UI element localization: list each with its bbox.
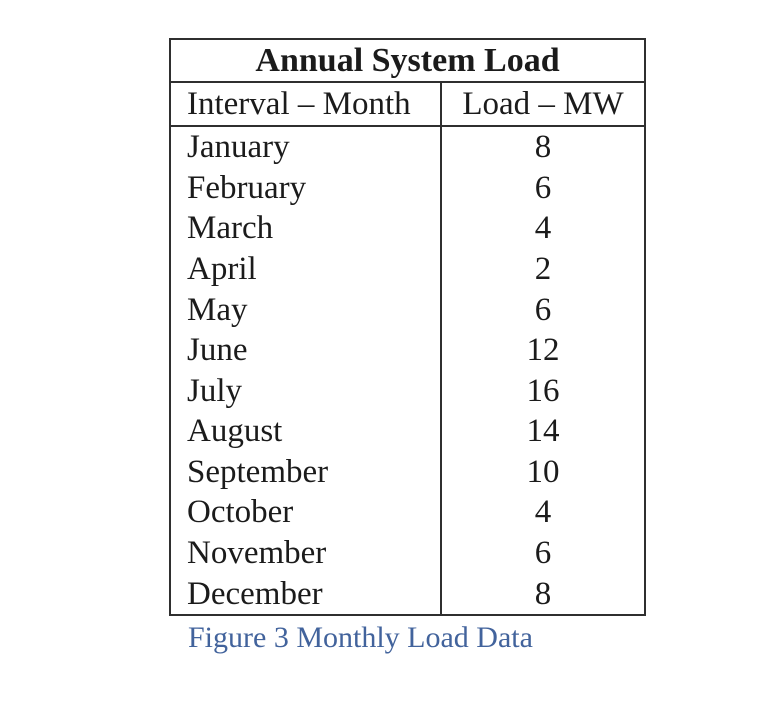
month-cell: May bbox=[170, 289, 442, 330]
month-cell: August bbox=[170, 411, 442, 452]
month-cell: January bbox=[170, 126, 442, 168]
annual-load-table: Annual System Load Interval – Month Load… bbox=[169, 38, 647, 617]
month-cell: October bbox=[170, 492, 442, 533]
load-cell: 14 bbox=[526, 413, 560, 450]
load-cell: 2 bbox=[534, 250, 552, 287]
figure-caption: Figure 3 Monthly Load Data bbox=[188, 621, 533, 654]
table-row: July 16 bbox=[170, 370, 645, 412]
month-cell: December bbox=[170, 573, 442, 616]
table-row: January 8 bbox=[170, 126, 645, 168]
table-row: August 14 bbox=[170, 411, 645, 452]
load-cell: 16 bbox=[526, 372, 560, 409]
month-cell: November bbox=[170, 532, 442, 574]
table-header-row: Interval – Month Load – MW bbox=[170, 82, 646, 127]
load-cell: 12 bbox=[526, 332, 560, 369]
column-header-load: Load – MW bbox=[441, 82, 646, 127]
table-row: November 6 bbox=[170, 532, 645, 574]
load-cell: 8 bbox=[534, 129, 552, 166]
table-row: December 8 bbox=[170, 573, 645, 616]
month-cell: March bbox=[170, 208, 442, 249]
month-cell: February bbox=[170, 167, 442, 209]
month-cell: April bbox=[170, 248, 442, 290]
load-cell: 4 bbox=[534, 210, 552, 247]
table-row: February 6 bbox=[170, 167, 645, 209]
month-cell: July bbox=[170, 370, 442, 412]
load-cell: 6 bbox=[534, 291, 552, 328]
table-row: May 6 bbox=[170, 289, 645, 330]
load-cell: 8 bbox=[534, 575, 552, 612]
load-cell: 4 bbox=[534, 494, 552, 531]
table-row: April 2 bbox=[170, 248, 645, 290]
table-row: September 10 bbox=[170, 451, 645, 493]
table-row: March 4 bbox=[170, 208, 645, 249]
table-title: Annual System Load bbox=[170, 39, 646, 83]
table-row: June 12 bbox=[170, 329, 645, 371]
table-row: October 4 bbox=[170, 492, 645, 533]
month-cell: June bbox=[170, 329, 442, 371]
month-cell: September bbox=[170, 451, 442, 493]
load-cell: 6 bbox=[534, 535, 552, 572]
load-cell: 6 bbox=[534, 169, 552, 206]
load-cell: 10 bbox=[526, 453, 560, 490]
table-title-row: Annual System Load bbox=[170, 39, 646, 83]
column-header-month: Interval – Month bbox=[170, 82, 442, 127]
